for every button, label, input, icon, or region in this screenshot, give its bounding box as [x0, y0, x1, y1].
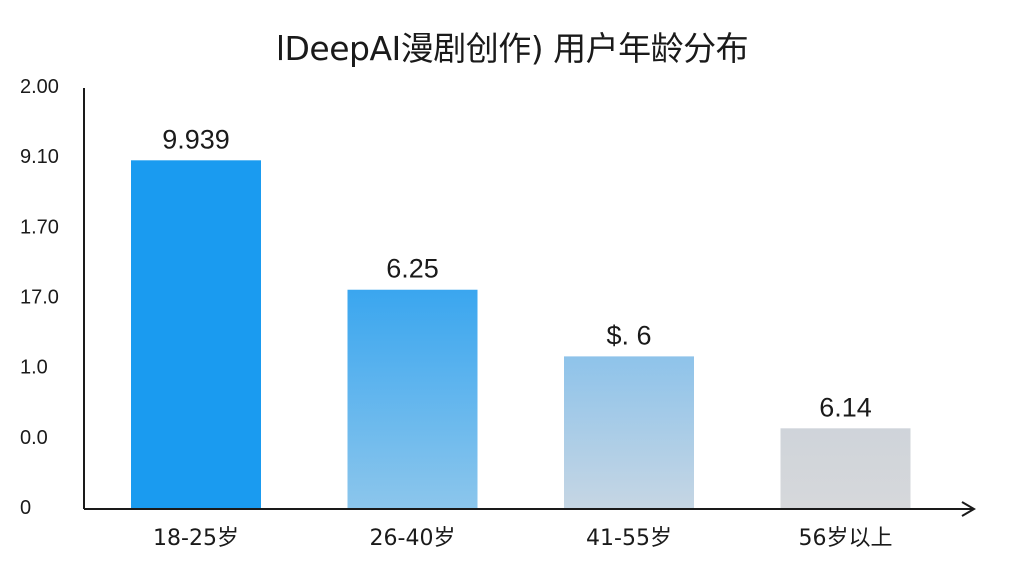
- y-tick-label: 1.0: [20, 357, 48, 379]
- data-labels: 9.939 6.25 $. 6 6.14: [162, 124, 872, 422]
- data-label-0: 9.939: [162, 124, 230, 154]
- bars: [131, 160, 911, 509]
- bar-1: [347, 289, 478, 509]
- chart-title: lDeepAI漫剧创作) 用户年龄分布: [275, 29, 749, 68]
- data-label-3: 6.14: [819, 392, 872, 422]
- data-label-1: 6.25: [386, 254, 439, 284]
- data-label-2: $. 6: [606, 320, 651, 350]
- y-axis-ticks: 0 0.0 1.0 17.0 1.70 9.10 2.00: [20, 76, 59, 519]
- y-tick-label: 17.0: [20, 287, 59, 309]
- x-tick-label-0: 18-25岁: [153, 526, 239, 551]
- y-tick-label: 2.00: [20, 76, 59, 98]
- y-tick-label: 0: [20, 497, 31, 519]
- y-tick-label: 0.0: [20, 427, 48, 449]
- bar-2: [564, 356, 694, 509]
- bar-3: [780, 428, 911, 509]
- x-tick-label-1: 26-40岁: [370, 526, 456, 551]
- x-tick-label-2: 41-55岁: [586, 526, 672, 551]
- y-tick-label: 9.10: [20, 146, 59, 168]
- bar-0: [131, 160, 261, 509]
- y-tick-label: 1.70: [20, 216, 59, 238]
- x-axis-labels: 18-25岁 26-40岁 41-55岁 56岁以上: [153, 526, 892, 551]
- x-tick-label-3: 56岁以上: [799, 526, 893, 551]
- x-axis-arrow: [961, 501, 976, 517]
